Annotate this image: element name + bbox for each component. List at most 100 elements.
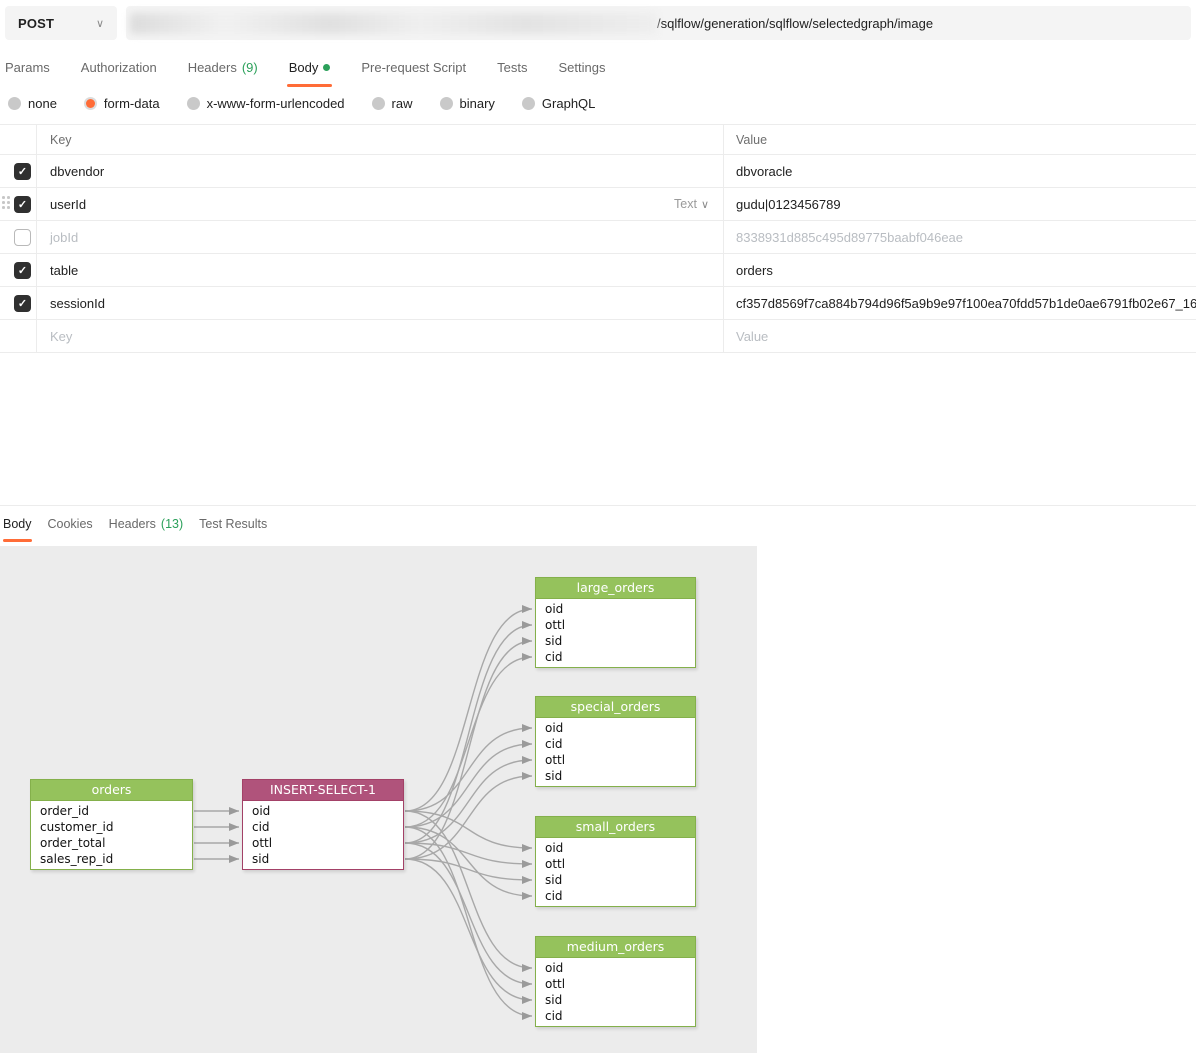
table-field[interactable]: cid bbox=[545, 650, 563, 664]
table-row-empty: Key Value bbox=[0, 320, 1196, 353]
radio-icon bbox=[521, 96, 535, 110]
value-cell[interactable]: orders bbox=[736, 262, 773, 278]
table-node-title: small_orders bbox=[535, 816, 696, 838]
table-field[interactable]: ottl bbox=[545, 977, 566, 991]
tab-body[interactable]: Body bbox=[286, 53, 332, 87]
table-field[interactable]: sid bbox=[545, 634, 563, 648]
request-tabs: Params Authorization Headers (9) Body Pre… bbox=[5, 53, 636, 87]
table-node-small-orders[interactable]: small_orders oid ottl sid cid bbox=[535, 816, 696, 907]
value-cell[interactable]: gudu|0123456789 bbox=[736, 196, 841, 212]
tab-settings[interactable]: Settings bbox=[558, 59, 606, 75]
lineage-edges bbox=[194, 605, 533, 1020]
mode-x-www-form-urlencoded[interactable]: x-www-form-urlencoded bbox=[186, 96, 345, 111]
radio-icon bbox=[8, 96, 21, 110]
table-node-title: medium_orders bbox=[535, 936, 696, 958]
table-row-sessionid: ✓ sessionId cf357d8569f7ca884b794d96f5a9… bbox=[0, 287, 1196, 320]
response-tab-body[interactable]: Body bbox=[3, 510, 32, 542]
radio-icon bbox=[439, 96, 453, 110]
key-cell[interactable]: sessionId bbox=[50, 295, 105, 311]
key-cell[interactable]: jobId bbox=[50, 229, 79, 245]
table-field[interactable]: oid bbox=[545, 841, 564, 855]
value-column-header: Value bbox=[723, 125, 1196, 154]
tab-pre-request-script[interactable]: Pre-request Script bbox=[361, 59, 467, 75]
redacted-url-host bbox=[130, 12, 657, 34]
mode-raw[interactable]: raw bbox=[371, 96, 413, 111]
checkbox-unchecked[interactable] bbox=[14, 228, 31, 246]
drag-handle-icon[interactable] bbox=[2, 196, 10, 209]
table-field[interactable]: oid bbox=[252, 804, 271, 818]
response-tab-test-results[interactable]: Test Results bbox=[199, 517, 268, 531]
table-node-large-orders[interactable]: large_orders oid ottl sid cid bbox=[535, 577, 696, 668]
checkbox-checked[interactable]: ✓ bbox=[14, 195, 31, 213]
table-field[interactable]: cid bbox=[545, 737, 563, 751]
table-field[interactable]: ottl bbox=[545, 753, 566, 767]
table-row-table: ✓ table orders bbox=[0, 254, 1196, 287]
table-field[interactable]: cid bbox=[545, 889, 563, 903]
table-field[interactable]: cid bbox=[252, 820, 270, 834]
table-row-dbvendor: ✓ dbvendor dbvoracle bbox=[0, 155, 1196, 188]
radio-icon bbox=[186, 96, 200, 110]
table-field[interactable]: sid bbox=[252, 852, 270, 866]
headers-count: (9) bbox=[241, 59, 258, 75]
table-field[interactable]: ottl bbox=[545, 857, 566, 871]
process-node-title: INSERT-SELECT-1 bbox=[242, 779, 404, 801]
table-field[interactable]: sid bbox=[545, 769, 563, 783]
key-column-header: Key bbox=[50, 132, 72, 147]
sqlflow-lineage-diagram: orders order_id customer_id order_total … bbox=[0, 546, 757, 1053]
table-node-title: special_orders bbox=[535, 696, 696, 718]
mode-none[interactable]: none bbox=[8, 96, 57, 111]
mode-graphql[interactable]: GraphQL bbox=[521, 96, 595, 111]
value-input-placeholder[interactable]: Value bbox=[736, 328, 769, 344]
table-node-special-orders[interactable]: special_orders oid cid ottl sid bbox=[535, 696, 696, 787]
key-cell[interactable]: dbvendor bbox=[50, 163, 105, 179]
checkbox-checked[interactable]: ✓ bbox=[14, 162, 31, 180]
response-headers-count: (13) bbox=[160, 517, 184, 531]
table-field[interactable]: oid bbox=[545, 721, 564, 735]
value-cell[interactable]: 8338931d885c495d89775baabf046eae bbox=[736, 229, 964, 245]
table-node-title: large_orders bbox=[535, 577, 696, 599]
table-row-jobid: jobId 8338931d885c495d89775baabf046eae bbox=[0, 221, 1196, 254]
checkbox-checked[interactable]: ✓ bbox=[14, 294, 31, 312]
table-field[interactable]: ottl bbox=[545, 618, 566, 632]
table-row-userid: ✓ userId Text ∨ gudu|0123456789 bbox=[0, 188, 1196, 221]
process-node-insert-select-1[interactable]: INSERT-SELECT-1 oid cid ottl sid bbox=[242, 779, 404, 870]
request-url-bar: POST ∨ /sqlflow/generation/sqlflow/selec… bbox=[5, 6, 1191, 40]
table-field[interactable]: oid bbox=[545, 961, 564, 975]
table-field[interactable]: sid bbox=[545, 993, 563, 1007]
table-field[interactable]: order_total bbox=[40, 836, 106, 850]
table-node-orders[interactable]: orders order_id customer_id order_total … bbox=[30, 779, 193, 870]
tab-headers[interactable]: Headers (9) bbox=[187, 59, 258, 75]
key-input-placeholder[interactable]: Key bbox=[50, 328, 73, 344]
tab-tests[interactable]: Tests bbox=[497, 59, 528, 75]
value-cell[interactable]: dbvoracle bbox=[736, 163, 793, 179]
response-tab-headers[interactable]: Headers (13) bbox=[108, 517, 184, 531]
table-header-row: Key Value bbox=[0, 124, 1196, 155]
response-tab-cookies[interactable]: Cookies bbox=[47, 517, 93, 531]
checkbox-checked[interactable]: ✓ bbox=[14, 261, 31, 279]
radio-icon bbox=[371, 96, 385, 110]
url-input[interactable]: /sqlflow/generation/sqlflow/selectedgrap… bbox=[126, 6, 1191, 40]
value-cell[interactable]: cf357d8569f7ca884b794d96f5a9b9e97f100ea7… bbox=[736, 295, 1196, 311]
response-divider bbox=[0, 505, 1196, 506]
table-node-medium-orders[interactable]: medium_orders oid ottl sid cid bbox=[535, 936, 696, 1027]
table-node-title: orders bbox=[30, 779, 193, 801]
mode-form-data[interactable]: form-data bbox=[83, 96, 160, 111]
tab-params[interactable]: Params bbox=[5, 59, 50, 75]
table-field[interactable]: sid bbox=[545, 873, 563, 887]
value-type-dropdown[interactable]: Text ∨ bbox=[674, 197, 709, 211]
key-cell[interactable]: userId bbox=[50, 196, 87, 212]
key-cell[interactable]: table bbox=[50, 262, 79, 278]
table-field[interactable]: oid bbox=[545, 602, 564, 616]
table-field[interactable]: ottl bbox=[252, 836, 273, 850]
table-field[interactable]: order_id bbox=[40, 804, 89, 818]
form-data-table: Key Value ✓ dbvendor dbvoracle ✓ userId … bbox=[0, 124, 1196, 353]
table-field[interactable]: cid bbox=[545, 1009, 563, 1023]
mode-binary[interactable]: binary bbox=[439, 96, 495, 111]
table-field[interactable]: sales_rep_id bbox=[40, 852, 114, 866]
method-dropdown[interactable]: POST ∨ bbox=[5, 6, 117, 40]
tab-authorization[interactable]: Authorization bbox=[80, 59, 157, 75]
chevron-down-icon: ∨ bbox=[95, 17, 104, 30]
response-tabs: Body Cookies Headers (13) Test Results bbox=[3, 510, 283, 542]
radio-selected-icon bbox=[83, 96, 97, 110]
table-field[interactable]: customer_id bbox=[40, 820, 114, 834]
